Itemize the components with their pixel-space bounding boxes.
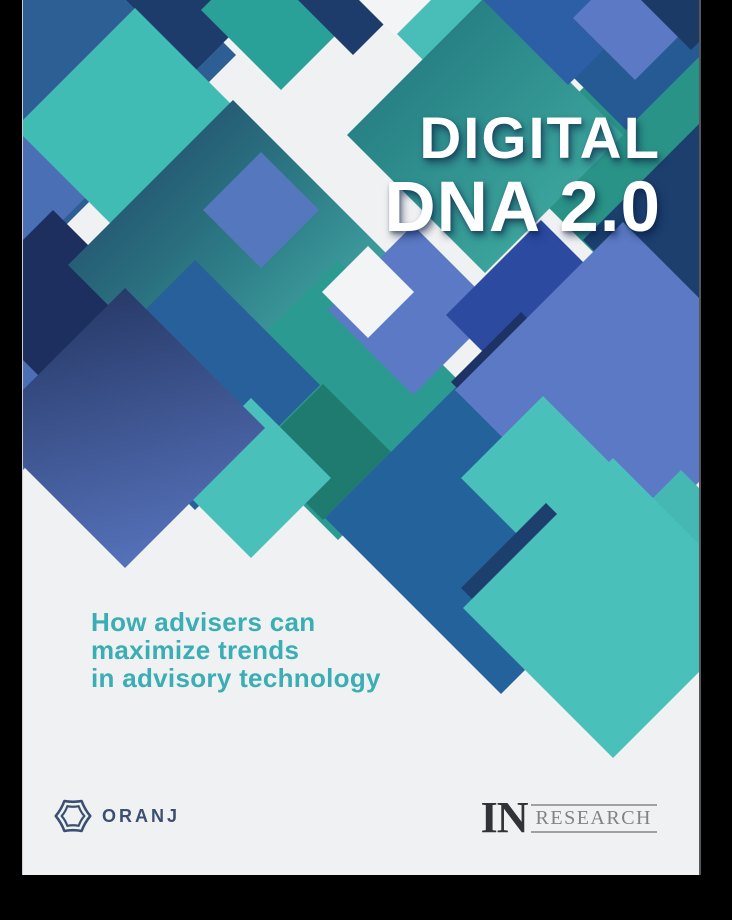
subtitle-line: maximize trends — [91, 635, 300, 665]
diamond-mosaic — [23, 0, 701, 875]
report-cover-page: DIGITAL DNA 2.0 How advisers can maximiz… — [22, 0, 701, 875]
subtitle-line: in advisory technology — [91, 663, 381, 693]
in-research-logo: IN RESEARCH — [480, 793, 657, 842]
oranj-wordmark: ORANJ — [102, 805, 181, 826]
in-research-prefix: IN — [480, 793, 529, 842]
in-research-wordmark: RESEARCH — [530, 804, 657, 833]
oranj-hexagon-icon — [54, 799, 92, 833]
oranj-logo: ORANJ — [53, 793, 180, 839]
subtitle-line: How advisers can — [91, 607, 316, 637]
page-subtitle: How advisers can maximize trends in advi… — [91, 608, 381, 692]
page-title: DIGITAL DNA 2.0 — [384, 110, 661, 245]
title-line-2: DNA 2.0 — [384, 168, 661, 247]
title-line-1: DIGITAL — [419, 106, 661, 171]
